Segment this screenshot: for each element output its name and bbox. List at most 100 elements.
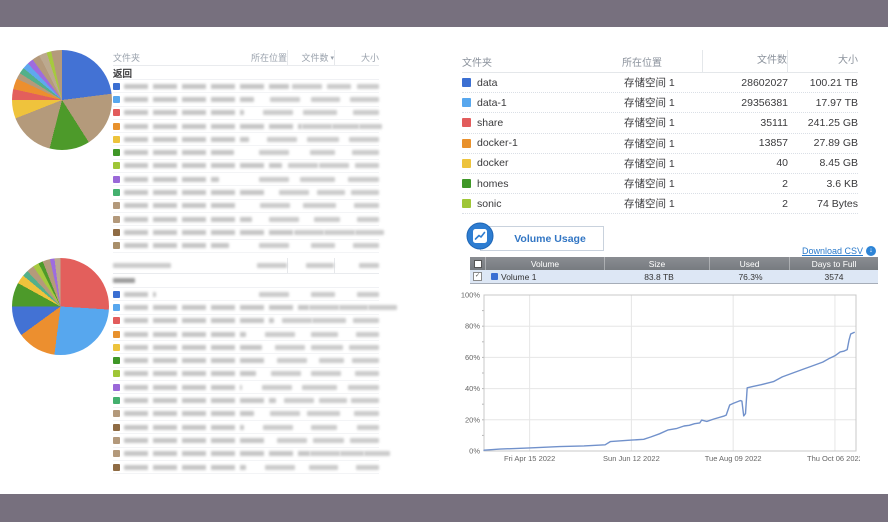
bottom-background-band: [0, 494, 888, 522]
column-size[interactable]: 大小: [787, 50, 858, 72]
list-item[interactable]: [113, 107, 379, 120]
volume-usage-tab[interactable]: Volume Usage: [480, 226, 604, 251]
column-volume[interactable]: Volume: [485, 257, 604, 270]
folder-color-icon: [462, 179, 471, 189]
list-item[interactable]: [113, 368, 379, 382]
redacted-text: [355, 229, 384, 235]
size-cell: [335, 243, 379, 249]
list-item[interactable]: [113, 186, 379, 200]
redacted-text: [263, 424, 294, 430]
list-item[interactable]: [113, 328, 379, 342]
column-location[interactable]: 所在位置: [250, 53, 287, 63]
location-cell: [289, 83, 322, 89]
list-item[interactable]: [113, 146, 379, 160]
redacted-text: [124, 229, 294, 235]
redacted-text: [124, 110, 244, 116]
back-row[interactable]: [113, 274, 379, 288]
table-row[interactable]: docker 存储空间 1 40 8.45 GB: [462, 154, 858, 174]
list-item[interactable]: [113, 421, 379, 435]
sort-caret-icon: ▾: [330, 54, 334, 62]
redacted-text: [356, 331, 379, 337]
list-item[interactable]: [113, 381, 379, 395]
list-item[interactable]: [113, 315, 379, 328]
list-item[interactable]: [113, 213, 379, 227]
folder-color-icon: [113, 463, 120, 471]
table-row[interactable]: sonic 存储空间 1 2 74 Bytes: [462, 194, 858, 215]
column-folder[interactable]: 文件夹: [462, 57, 492, 69]
column-used[interactable]: Used: [709, 257, 789, 270]
redacted-text: [352, 150, 379, 156]
redacted-text: [303, 110, 338, 116]
list-item[interactable]: [113, 226, 384, 240]
redacted-text: [124, 451, 310, 457]
list-item[interactable]: [113, 133, 379, 147]
list-item[interactable]: [113, 288, 379, 302]
download-csv-link[interactable]: Download CSV: [801, 246, 863, 256]
list-item[interactable]: [113, 120, 382, 134]
list-item[interactable]: [113, 448, 390, 461]
svg-text:40%: 40%: [465, 384, 480, 393]
redacted-text: [310, 344, 343, 350]
redacted-rows-top: [113, 80, 384, 253]
folder-name: data-1: [477, 96, 507, 109]
back-row[interactable]: 返回: [113, 66, 379, 80]
redacted-text: [357, 83, 379, 89]
list-item[interactable]: [113, 394, 379, 408]
location-cell: [246, 464, 295, 470]
table-row[interactable]: share 存储空间 1 35111 241.25 GB: [462, 113, 858, 134]
column-size[interactable]: 大小: [334, 50, 379, 65]
volume-table: Volume Size Used Days to Full ✓ Volume 1 8…: [470, 257, 878, 284]
volume-checkbox[interactable]: ✓: [470, 272, 485, 281]
column-location[interactable]: 所在位置: [622, 57, 662, 69]
list-item[interactable]: [113, 354, 379, 368]
checkbox-icon: ✓: [473, 272, 482, 281]
column-size[interactable]: Size: [604, 257, 709, 270]
table-row[interactable]: docker-1 存储空间 1 13857 27.89 GB: [462, 134, 858, 154]
location-cell: [310, 451, 340, 457]
volume-row[interactable]: ✓ Volume 1 83.8 TB 76.3% 3574: [470, 270, 878, 284]
list-item[interactable]: [113, 434, 379, 448]
location-cell: [244, 424, 294, 430]
folder-name-cell: homes: [462, 178, 624, 190]
list-item[interactable]: [113, 93, 380, 107]
folder-name-cell: [113, 189, 269, 197]
table-row[interactable]: data 存储空间 1 28602027 100.21 TB: [462, 73, 858, 94]
list-item[interactable]: [113, 160, 379, 174]
table-row[interactable]: homes 存储空间 1 2 3.6 KB: [462, 174, 858, 195]
folder-color-icon: [113, 317, 120, 325]
size-cell: [337, 424, 379, 430]
location-cell: 存储空间 1: [624, 97, 675, 110]
list-item[interactable]: [113, 200, 379, 213]
size-cell: [337, 110, 379, 116]
redacted-text: [283, 398, 314, 404]
list-item[interactable]: [113, 461, 379, 475]
svg-text:60%: 60%: [465, 353, 480, 362]
folder-color-icon: [113, 109, 120, 117]
redacted-text: [274, 344, 305, 350]
column-count[interactable]: 文件数: [702, 50, 787, 72]
redacted-text: [124, 83, 289, 89]
redacted-text: [268, 216, 299, 222]
column-days-to-full[interactable]: Days to Full: [789, 257, 878, 270]
select-all-checkbox[interactable]: [470, 257, 485, 270]
column-count[interactable]: 文件数 ▾: [287, 50, 334, 65]
redacted-text: [319, 398, 348, 404]
folder-name-cell: docker-1: [462, 137, 624, 149]
list-item[interactable]: [113, 240, 379, 253]
count-cell: [340, 451, 364, 457]
list-item[interactable]: [113, 301, 397, 315]
size-cell: [340, 411, 380, 417]
size-cell: [341, 371, 379, 377]
list-item[interactable]: [113, 173, 379, 187]
column-folder[interactable]: 文件夹: [113, 53, 141, 63]
list-item[interactable]: [113, 341, 379, 355]
list-item[interactable]: [113, 408, 380, 421]
location-cell: 存储空间 1: [624, 178, 675, 191]
size-cell: [359, 123, 382, 129]
folder-name-cell: [113, 135, 249, 143]
list-item[interactable]: [113, 80, 379, 94]
download-icon[interactable]: ↓: [866, 246, 876, 256]
redacted-text: [308, 464, 338, 470]
table-row[interactable]: data-1 存储空间 1 29356381 17.97 TB: [462, 93, 858, 114]
